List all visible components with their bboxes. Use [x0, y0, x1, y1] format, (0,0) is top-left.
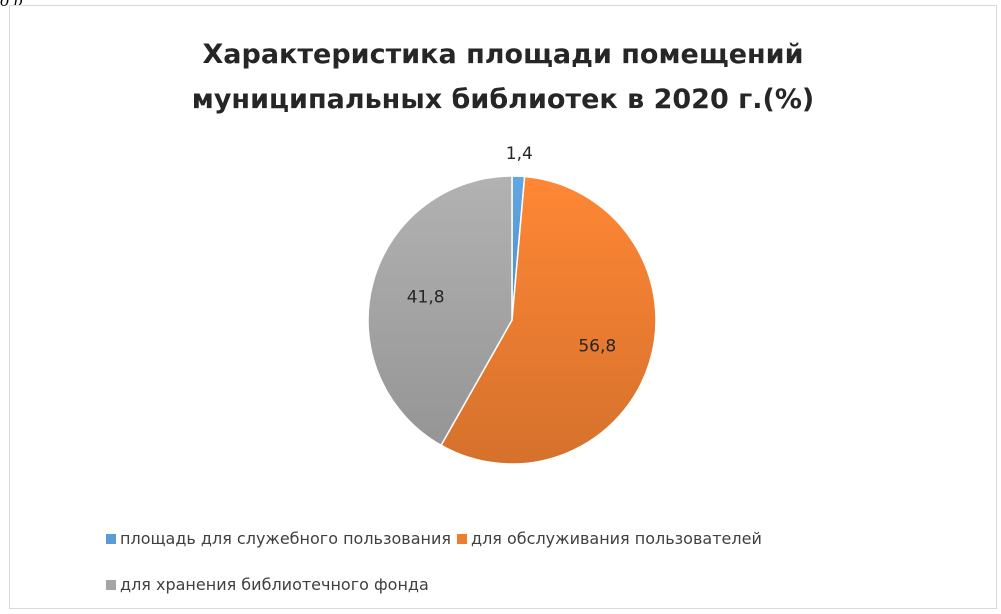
- data-label-fund-storage: 41,8: [407, 287, 445, 307]
- legend-label-service-area: площадь для служебного пользования: [120, 529, 451, 548]
- legend-row-1: площадь для служебного пользования для о…: [106, 529, 768, 548]
- pie-slice-user-service: [440, 175, 657, 465]
- chart-title-line-1: Характеристика площади помещений: [202, 39, 804, 70]
- pie-chart: 1,4 56,8 41,8: [367, 144, 657, 465]
- pie-slice-fund-storage: [367, 175, 513, 447]
- legend-item-service-area: площадь для служебного пользования: [106, 529, 451, 548]
- chart-title-line-2: муниципальных библиотек в 2020 г.(%): [191, 84, 815, 115]
- legend-item-fund-storage: для хранения библиотечного фонда: [106, 575, 429, 594]
- legend-row-2: для хранения библиотечного фонда: [106, 575, 435, 594]
- data-label-user-service: 56,8: [578, 337, 616, 357]
- chart-area: Характеристика площади помещений муницип…: [9, 5, 997, 609]
- legend-label-user-service: для обслуживания пользователей: [471, 529, 762, 548]
- legend-swatch-fund-storage: [106, 579, 116, 590]
- legend-swatch-service-area: [106, 533, 116, 544]
- chart-title: Характеристика площади помещений муницип…: [10, 32, 996, 122]
- legend-swatch-user-service: [457, 533, 467, 544]
- legend-item-user-service: для обслуживания пользователей: [457, 529, 762, 548]
- data-label-service-area: 1,4: [506, 144, 533, 164]
- legend-label-fund-storage: для хранения библиотечного фонда: [120, 575, 429, 594]
